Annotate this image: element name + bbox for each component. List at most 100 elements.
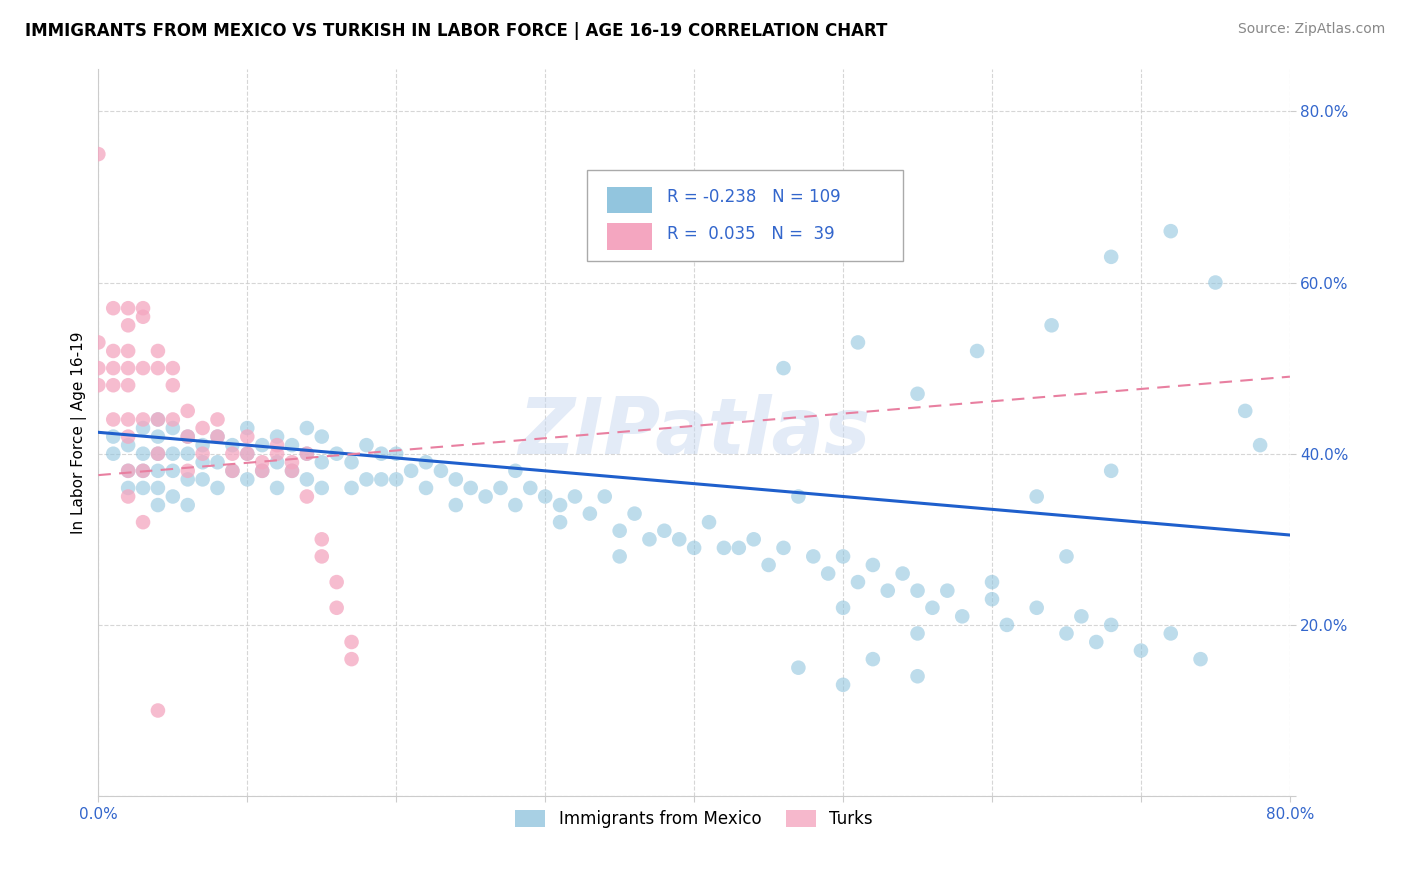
Point bbox=[862, 558, 884, 572]
Point bbox=[162, 464, 184, 478]
Point bbox=[683, 541, 706, 555]
Point bbox=[430, 464, 453, 478]
Point bbox=[444, 498, 467, 512]
Point bbox=[162, 412, 184, 426]
Point bbox=[281, 455, 304, 469]
Point bbox=[117, 378, 139, 392]
Point bbox=[1129, 643, 1152, 657]
Point bbox=[281, 438, 304, 452]
Point bbox=[146, 361, 169, 376]
Point bbox=[295, 447, 318, 461]
Point bbox=[236, 472, 259, 486]
Text: R = -0.238   N = 109: R = -0.238 N = 109 bbox=[666, 188, 841, 206]
Point bbox=[907, 583, 929, 598]
Point bbox=[207, 455, 229, 469]
Point bbox=[727, 541, 749, 555]
Point bbox=[758, 558, 780, 572]
Point bbox=[460, 481, 482, 495]
Point bbox=[132, 301, 155, 316]
Point bbox=[817, 566, 839, 581]
Point bbox=[340, 455, 363, 469]
Point bbox=[311, 533, 333, 547]
Point bbox=[1099, 618, 1122, 632]
Point bbox=[846, 335, 869, 350]
Point bbox=[236, 447, 259, 461]
Text: Source: ZipAtlas.com: Source: ZipAtlas.com bbox=[1237, 22, 1385, 37]
Point bbox=[132, 310, 155, 324]
Point bbox=[742, 533, 765, 547]
Point bbox=[266, 429, 288, 443]
Point bbox=[668, 533, 690, 547]
Point bbox=[325, 600, 347, 615]
Point bbox=[505, 498, 527, 512]
Point bbox=[132, 361, 155, 376]
Point bbox=[697, 515, 720, 529]
Point bbox=[132, 421, 155, 435]
Point bbox=[995, 618, 1018, 632]
Point bbox=[474, 490, 496, 504]
Point bbox=[132, 447, 155, 461]
Point bbox=[177, 429, 200, 443]
Point bbox=[981, 592, 1004, 607]
Point bbox=[295, 421, 318, 435]
Point bbox=[1040, 318, 1063, 333]
Point bbox=[311, 481, 333, 495]
Point bbox=[162, 378, 184, 392]
Point bbox=[117, 464, 139, 478]
Point bbox=[548, 515, 571, 529]
Point bbox=[1056, 626, 1078, 640]
Text: IMMIGRANTS FROM MEXICO VS TURKISH IN LABOR FORCE | AGE 16-19 CORRELATION CHART: IMMIGRANTS FROM MEXICO VS TURKISH IN LAB… bbox=[25, 22, 887, 40]
Point bbox=[1025, 490, 1047, 504]
Point bbox=[281, 464, 304, 478]
Point bbox=[593, 490, 616, 504]
Point bbox=[921, 600, 943, 615]
Point bbox=[266, 438, 288, 452]
Text: R =  0.035   N =  39: R = 0.035 N = 39 bbox=[666, 225, 834, 243]
Point bbox=[146, 343, 169, 358]
Point bbox=[177, 498, 200, 512]
Point bbox=[146, 412, 169, 426]
Point bbox=[548, 498, 571, 512]
Point bbox=[1056, 549, 1078, 564]
Bar bbox=[607, 187, 652, 213]
Point bbox=[832, 600, 855, 615]
Point bbox=[340, 652, 363, 666]
Point bbox=[177, 472, 200, 486]
Point bbox=[876, 583, 898, 598]
Point bbox=[950, 609, 973, 624]
Point bbox=[325, 447, 347, 461]
Point bbox=[207, 429, 229, 443]
Point bbox=[250, 455, 273, 469]
Point bbox=[221, 447, 243, 461]
Point bbox=[207, 481, 229, 495]
Point bbox=[1204, 276, 1226, 290]
Point bbox=[966, 343, 988, 358]
Point bbox=[1099, 250, 1122, 264]
Point bbox=[207, 429, 229, 443]
Point bbox=[162, 447, 184, 461]
Point bbox=[399, 464, 422, 478]
Point bbox=[103, 447, 125, 461]
Point bbox=[891, 566, 914, 581]
Point bbox=[117, 301, 139, 316]
Point bbox=[311, 429, 333, 443]
Point bbox=[117, 429, 139, 443]
Point bbox=[311, 455, 333, 469]
Point bbox=[832, 549, 855, 564]
Point bbox=[907, 669, 929, 683]
Point bbox=[146, 412, 169, 426]
Point bbox=[340, 481, 363, 495]
Point bbox=[505, 464, 527, 478]
Point bbox=[1189, 652, 1212, 666]
Point bbox=[177, 447, 200, 461]
Point bbox=[1160, 224, 1182, 238]
Point bbox=[191, 421, 214, 435]
Point bbox=[444, 472, 467, 486]
Point bbox=[103, 301, 125, 316]
Point bbox=[713, 541, 735, 555]
Point bbox=[87, 147, 110, 161]
Legend: Immigrants from Mexico, Turks: Immigrants from Mexico, Turks bbox=[509, 804, 880, 835]
Point bbox=[907, 386, 929, 401]
Point bbox=[191, 438, 214, 452]
Point bbox=[370, 447, 392, 461]
